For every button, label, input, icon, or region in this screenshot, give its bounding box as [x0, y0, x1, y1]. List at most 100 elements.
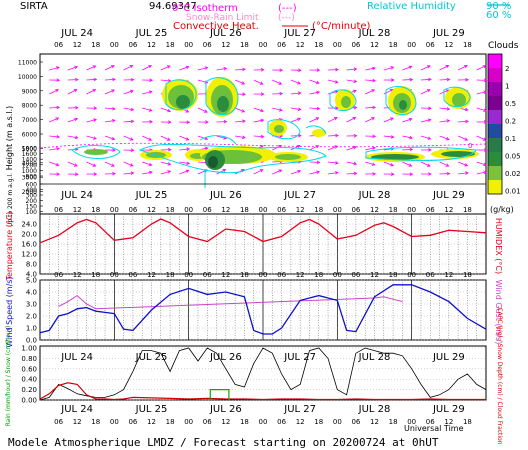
hour-tick-label: 12: [296, 271, 305, 279]
colorbar-tick: 0.2: [505, 118, 516, 126]
wind-arrow: [327, 79, 338, 83]
wind-arrow: [104, 161, 115, 167]
temperature-y-ticks: 24.0 20.0 16.0 12.0 8.0 4.0: [21, 221, 486, 279]
cloud-y-tick: 7000: [22, 117, 37, 124]
hour-tick-label: 18: [389, 271, 398, 279]
wind-arrow: [476, 171, 487, 175]
wind-arrow: [365, 147, 376, 151]
cloud-blob: [162, 79, 198, 111]
hour-tick-label: 06: [128, 271, 137, 279]
cape-ylabel: CAPC (J/g) / Snow Depth (cm) / Cloud Fra…: [496, 307, 503, 444]
precipitation-panel: 1.000.800.600.400.200.00 JUL 24 JUL 25 JUL…: [5, 307, 503, 444]
wind-arrow: [272, 107, 283, 111]
wind-arrow: [105, 78, 116, 81]
wind-arrow: [253, 107, 264, 112]
wind-arrow: [86, 89, 96, 95]
hour-tick-label: 18: [389, 206, 398, 214]
cloud-fraction-line: [39, 347, 487, 401]
cloud-y-tick: 1200: [22, 162, 37, 169]
day-label: JUL 27: [283, 404, 316, 415]
hour-tick-label: 12: [147, 41, 156, 49]
hour-tick-label: 00: [407, 418, 416, 426]
cloud-y-tick: 2000: [22, 189, 37, 196]
hour-tick-label: 06: [128, 41, 137, 49]
hour-tick-label: 06: [277, 271, 286, 279]
wind-arrow: [346, 146, 357, 151]
hour-tick-label: 06: [54, 271, 63, 279]
hour-tick-label: 18: [463, 271, 472, 279]
wind-arrow: [235, 120, 246, 123]
day-label: JUL 29: [432, 352, 465, 363]
day-label: JUL 28: [358, 352, 391, 363]
wind-arrow: [49, 89, 59, 95]
wind-arrow: [420, 135, 431, 140]
wind-arrow: [142, 171, 153, 175]
hour-tick-label: 18: [314, 206, 323, 214]
wind-arrow: [327, 161, 339, 164]
wind-arrow: [123, 107, 134, 111]
wind-arrow: [458, 172, 469, 175]
wind-arrow: [290, 118, 301, 123]
hour-tick-label: 06: [277, 418, 286, 426]
wind-arrow: [346, 79, 357, 83]
y-tick-label: 2.0: [26, 313, 37, 321]
wind-arrow: [327, 90, 338, 95]
wind-arrow: [290, 92, 301, 95]
hour-tick-label: 00: [259, 41, 268, 49]
legend-isotherm: 0°C Isotherm: [172, 3, 238, 14]
day-label: JUL 25: [135, 404, 168, 415]
hour-tick-label: 18: [91, 418, 100, 426]
hour-tick-label: 00: [110, 41, 119, 49]
hour-tick-label: 06: [54, 41, 63, 49]
wind-arrow: [420, 89, 431, 95]
cloud-y-tick: 800: [26, 174, 38, 181]
day-label: JUL 28: [358, 404, 391, 415]
hour-tick-label: 12: [221, 271, 230, 279]
wind-arrow: [86, 78, 97, 81]
hour-tick-label: 00: [110, 418, 119, 426]
cloud-y-tick: 1800: [22, 146, 37, 153]
hour-tick-label: 18: [463, 206, 472, 214]
legend-convective-symbol: (°C/minute): [312, 21, 371, 32]
colorbar-title: Clouds: [488, 41, 519, 51]
day-label: JUL 24: [60, 190, 93, 201]
wind-arrow: [346, 172, 357, 175]
hour-tick-label: 06: [203, 206, 212, 214]
hour-tick-label: 06: [54, 206, 63, 214]
wind-arrow: [86, 161, 96, 167]
wind-arrow: [365, 117, 375, 123]
y-tick-label: 4.0: [26, 289, 37, 297]
wind-arrow: [309, 79, 320, 84]
wind-arrow: [235, 135, 246, 139]
hour-tick-label: 06: [426, 271, 435, 279]
bottom-hour-ticks: 06 12 18 00 06 12 18 00 06 12 18 00 06 12 18 00 06 12 18 00…: [54, 418, 472, 426]
precipitation-panel-frame: [39, 345, 487, 401]
hour-tick-label: 12: [73, 418, 82, 426]
cloud-y-tick: 150: [26, 204, 38, 211]
cloud-blob: [335, 89, 355, 111]
wind-arrow: [86, 65, 96, 71]
wind-arrow: [327, 145, 338, 151]
wind-arrow: [216, 135, 227, 139]
y-tick-label: 1.00: [21, 345, 37, 353]
hour-tick-label: 00: [259, 418, 268, 426]
temperature-panel: 24.020.016.012.08.04.0 Temperature (°C) …: [5, 211, 503, 281]
hour-tick-label: 18: [91, 41, 100, 49]
wind-arrow: [67, 118, 78, 123]
cloud-y-tick: 400: [26, 187, 38, 194]
hour-tick-label: 12: [444, 206, 453, 214]
wind-arrow: [104, 119, 115, 123]
colorbar-tick: 0.01: [505, 188, 521, 196]
wind-arrow: [253, 169, 263, 175]
hour-tick-label: 06: [426, 206, 435, 214]
wind-arrow: [346, 161, 357, 165]
hour-tick-label: 00: [333, 206, 342, 214]
rh-contours: [71, 77, 477, 188]
colorbar-tick: 0.05: [505, 153, 521, 161]
wind-arrow: [402, 148, 413, 151]
hour-tick-label: 18: [166, 418, 175, 426]
colorbar-tick: 0.5: [505, 100, 516, 108]
cloud-y-tick: 11000: [18, 60, 37, 67]
cloud-y-tick: 300: [26, 193, 38, 200]
day-label: JUL 28: [358, 190, 391, 201]
